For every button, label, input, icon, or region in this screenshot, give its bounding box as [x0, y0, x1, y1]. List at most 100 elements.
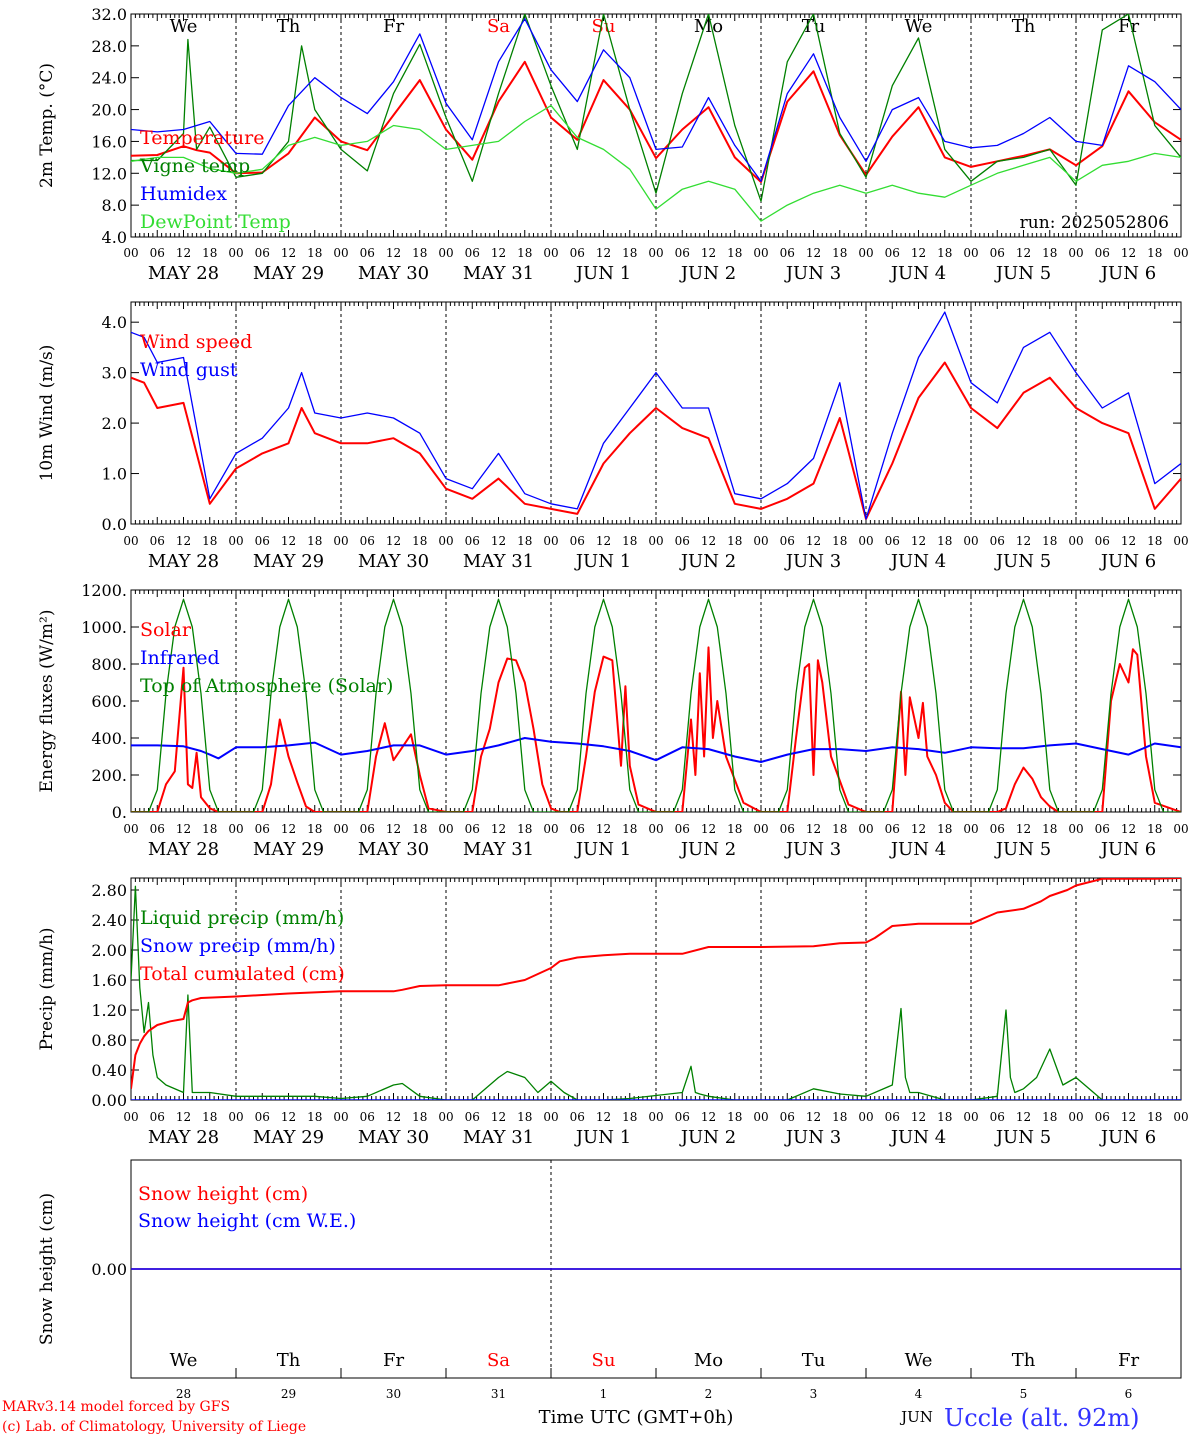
date-label: JUN 1: [574, 839, 631, 860]
y-tick-label: 24.0: [91, 69, 127, 88]
x-tick-label: 00: [1068, 822, 1083, 836]
series-line-2: [131, 878, 1181, 1089]
date-label: JUN 1: [574, 551, 631, 572]
y-tick-label: 1.0: [102, 465, 127, 484]
weekday-label: Fr: [1118, 16, 1139, 37]
x-tick-label: 06: [360, 534, 375, 548]
x-tick-label: 00: [858, 534, 873, 548]
x-tick-label: 18: [1042, 1110, 1057, 1124]
date-label: JUN 6: [1099, 1127, 1156, 1148]
x-tick-label: 00: [858, 822, 873, 836]
x-tick-label: 06: [780, 822, 795, 836]
x-tick-label: 00: [543, 246, 558, 260]
x-tick-label: 18: [937, 246, 952, 260]
x-tick-label: 12: [281, 246, 296, 260]
x-tick-label: 12: [1016, 1110, 1031, 1124]
x-tick-label: 18: [517, 246, 532, 260]
x-tick-label: 06: [570, 534, 585, 548]
x-tick-label: 12: [176, 1110, 191, 1124]
x-tick-label: 12: [386, 822, 401, 836]
x-tick-label: 06: [150, 534, 165, 548]
x-tick-label: 00: [543, 1110, 558, 1124]
x-tick-label: 06: [255, 822, 270, 836]
x-tick-label: 18: [517, 1110, 532, 1124]
y-tick-label: 2.80: [91, 881, 127, 900]
x-tick-label: 00: [1068, 534, 1083, 548]
date-label: JUN 4: [889, 551, 946, 572]
x-tick-label: 06: [570, 822, 585, 836]
x-tick-label: 18: [517, 822, 532, 836]
x-tick-label: 06: [570, 1110, 585, 1124]
x-tick-label: 00: [753, 1110, 768, 1124]
x-tick-label: 12: [701, 1110, 716, 1124]
x-tick-label: 18: [622, 1110, 637, 1124]
date-label: JUN 4: [889, 839, 946, 860]
x-tick-label: 00: [963, 1110, 978, 1124]
panel-4: 00 06 12 18 MAY 28 00 06 12 18 MAY 29 00 06 12 18 MAY …: [37, 877, 1189, 1148]
x-tick-label: 12: [1121, 1110, 1136, 1124]
x-tick-label: 18: [202, 822, 217, 836]
series-line-0: [131, 646, 1181, 812]
x-tick-label: 00: [1173, 246, 1188, 260]
series-group: [131, 311, 1181, 520]
weekday-label: Su: [592, 16, 616, 37]
x-tick-label: 06: [990, 1110, 1005, 1124]
series-line-1: [131, 737, 1181, 763]
x-tick-label: 00: [963, 822, 978, 836]
x-tick-label: 12: [701, 822, 716, 836]
weekday-label: Tu: [802, 16, 826, 37]
x-tick-label: 12: [1016, 246, 1031, 260]
x-tick-label: 00: [753, 822, 768, 836]
y-tick-label: 3.0: [102, 364, 127, 383]
x-tick-label: 18: [202, 246, 217, 260]
date-label: MAY 29: [253, 1127, 324, 1148]
x-tick-label: 00: [438, 1110, 453, 1124]
x-tick-label: 06: [465, 534, 480, 548]
series-group: [131, 14, 1181, 222]
date-label: JUN 2: [679, 263, 736, 284]
legend-1: Vigne temp: [139, 155, 250, 177]
weekday-label: Mo: [694, 1350, 723, 1371]
x-tick-label: 12: [701, 246, 716, 260]
x-tick-label: 06: [360, 822, 375, 836]
run-annotation: run: 2025052806: [1020, 213, 1169, 233]
y-tick-label: 1200.: [81, 581, 127, 600]
weekday-label: Fr: [383, 1350, 404, 1371]
x-tick-label: 06: [255, 534, 270, 548]
day-number-label: 3: [810, 1387, 818, 1401]
weekday-label: Th: [1012, 1350, 1036, 1371]
series-group: [131, 598, 1181, 812]
x-tick-label: 00: [1068, 1110, 1083, 1124]
x-tick-label: 00: [333, 534, 348, 548]
x-tick-label: 12: [596, 246, 611, 260]
y-tick-label: 4.0: [102, 228, 127, 247]
date-label: MAY 30: [358, 263, 429, 284]
x-tick-label: 12: [491, 534, 506, 548]
x-tick-label: 12: [1121, 534, 1136, 548]
x-tick-label: 12: [491, 1110, 506, 1124]
x-tick-label: 12: [911, 822, 926, 836]
y-tick-label: 400.: [91, 729, 127, 748]
x-tick-label: 06: [780, 1110, 795, 1124]
legend-1: Wind gust: [140, 359, 238, 381]
x-tick-label: 18: [727, 534, 742, 548]
x-tick-label: 12: [911, 1110, 926, 1124]
x-tick-label: 12: [281, 534, 296, 548]
x-tick-label: 06: [465, 246, 480, 260]
x-tick-label: 06: [255, 246, 270, 260]
weekday-label: We: [905, 16, 933, 37]
x-tick-label: 00: [333, 822, 348, 836]
x-tick-label: 12: [911, 246, 926, 260]
x-tick-label: 18: [412, 534, 427, 548]
y-axis-title: Energy fluxes (W/m²): [37, 610, 57, 793]
series-line-0: [131, 361, 1181, 520]
weekday-label: Fr: [383, 16, 404, 37]
x-tick-label: 06: [885, 1110, 900, 1124]
x-tick-label: 00: [228, 1110, 243, 1124]
legend-0: Liquid precip (mm/h): [140, 907, 344, 929]
y-tick-label: 32.0: [91, 5, 127, 24]
x-tick-label: 12: [491, 822, 506, 836]
legend-1: Snow height (cm W.E.): [138, 1210, 356, 1232]
series-line-2: [131, 18, 1181, 182]
